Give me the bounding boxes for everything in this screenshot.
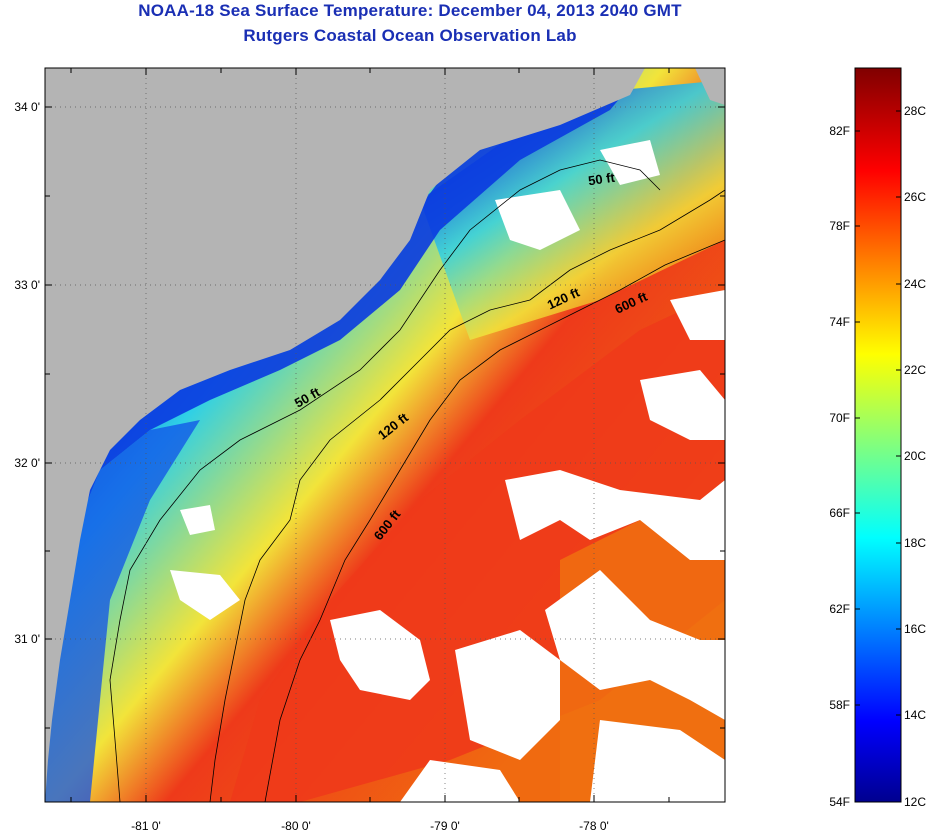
colorbar-ticks [855,110,901,716]
isobath-contours [109,159,726,803]
colorbar-f-label: 74F [829,315,850,329]
chart-subtitle: Rutgers Coastal Ocean Observation Lab [243,26,577,45]
graticule [45,68,725,802]
land-area [45,68,645,802]
colorbar-celsius-labels: 28C 26C 24C 22C 20C 18C 16C 14C 12C [904,104,926,809]
colorbar-c-label: 14C [904,708,926,722]
lat-label: 33 0' [14,278,40,292]
colorbar-f-label: 58F [829,698,850,712]
colorbar-gradient [854,67,902,803]
chart-title: NOAA-18 Sea Surface Temperature: Decembe… [138,1,682,20]
colorbar-f-label: 66F [829,506,850,520]
colorbar-fahrenheit-labels: 82F 78F 74F 70F 66F 62F 58F 54F [829,124,850,809]
colorbar-c-label: 12C [904,795,926,809]
lon-label: -81 0' [131,819,161,832]
colorbar-c-label: 26C [904,190,926,204]
colorbar-f-label: 82F [829,124,850,138]
latitude-labels: 34 0' 33 0' 32 0' 31 0' [14,100,40,646]
colorbar-c-label: 20C [904,449,926,463]
lon-label: -80 0' [281,819,311,832]
lon-label: -79 0' [430,819,460,832]
colorbar-c-label: 24C [904,277,926,291]
colorbar-f-label: 78F [829,219,850,233]
longitude-labels: -81 0' -80 0' -79 0' -78 0' [131,819,609,832]
lat-label: 32 0' [14,456,40,470]
cloud-mask [170,140,725,802]
lat-label: 31 0' [14,632,40,646]
map-frame [44,67,726,803]
colorbar-c-label: 28C [904,104,926,118]
contour-label-50ft-north: 50 ft [587,170,616,189]
lat-label: 34 0' [14,100,40,114]
colorbar-c-label: 22C [904,363,926,377]
colorbar-c-label: 18C [904,536,926,550]
colorbar-f-label: 62F [829,602,850,616]
lon-label: -78 0' [579,819,609,832]
colorbar-f-label: 54F [829,795,850,809]
colorbar-f-label: 70F [829,411,850,425]
map-ticks [45,68,725,802]
colorbar-c-label: 16C [904,622,926,636]
